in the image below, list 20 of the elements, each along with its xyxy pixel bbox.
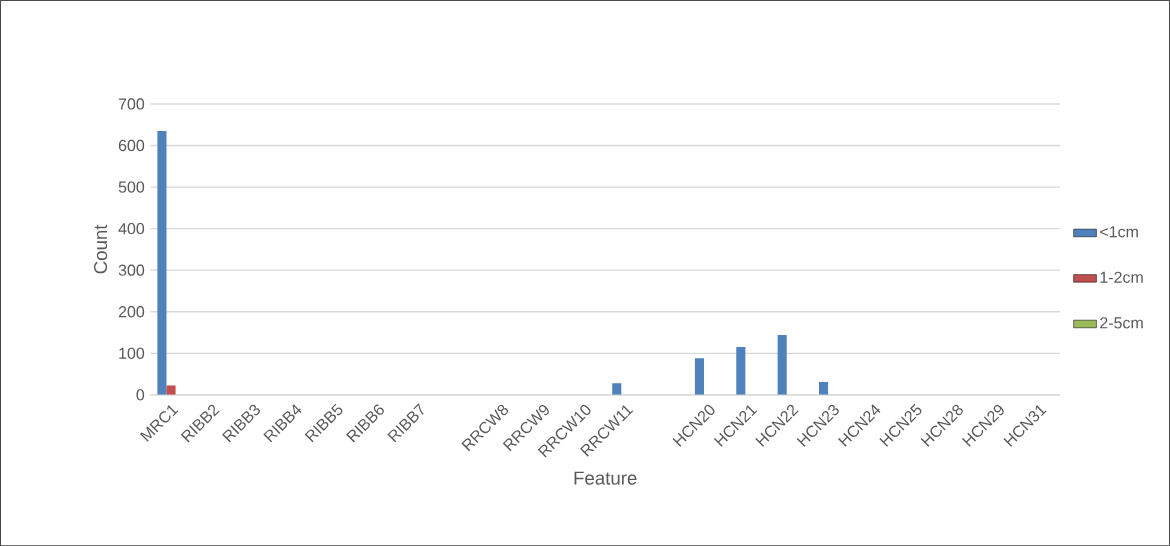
- bar: [157, 130, 167, 395]
- legend-label: <1cm: [1100, 226, 1138, 238]
- y-tick-label: 0: [136, 389, 145, 401]
- y-tick-label: 700: [118, 98, 145, 110]
- y-tick-label: 400: [118, 222, 145, 235]
- x-axis-title: Feature: [574, 471, 637, 485]
- bar: [166, 385, 176, 395]
- legend-label: 1-2cm: [1100, 271, 1143, 283]
- bar: [736, 346, 746, 395]
- y-tick-label: 600: [118, 139, 145, 152]
- bar: [818, 381, 829, 395]
- y-tick-label: 500: [118, 181, 145, 193]
- bar: [694, 358, 705, 395]
- y-tick-label: 300: [118, 264, 145, 276]
- y-tick-label: 200: [118, 305, 145, 318]
- bar: [612, 383, 622, 395]
- legend-label: 2-5cm: [1100, 317, 1143, 329]
- bar: [777, 334, 787, 395]
- y-axis-title: Count: [93, 224, 108, 274]
- y-tick-label: 100: [119, 347, 145, 359]
